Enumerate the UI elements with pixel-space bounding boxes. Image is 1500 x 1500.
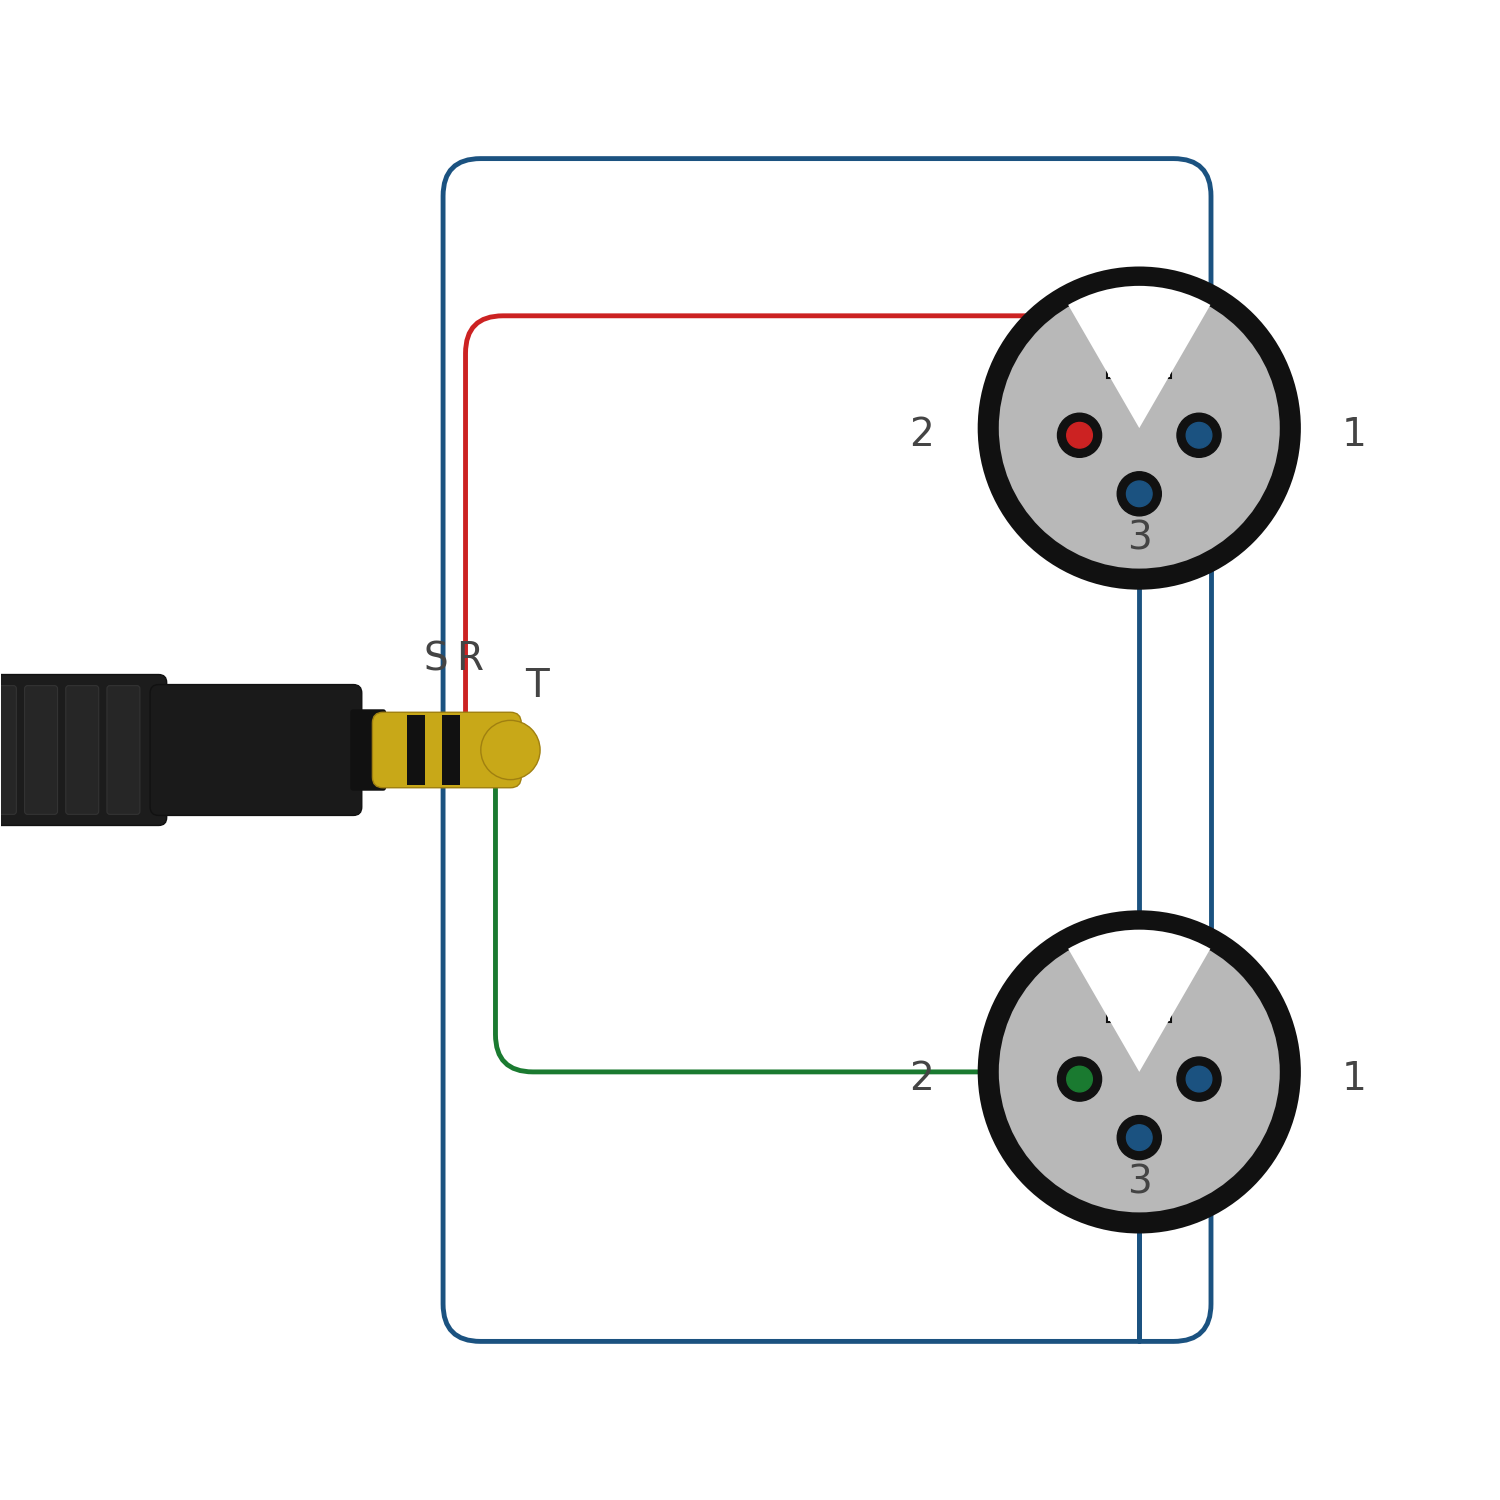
FancyBboxPatch shape (1107, 318, 1172, 378)
FancyBboxPatch shape (0, 686, 16, 814)
Circle shape (1058, 1058, 1101, 1101)
Circle shape (1126, 482, 1152, 507)
Circle shape (998, 930, 1281, 1214)
FancyBboxPatch shape (66, 686, 99, 814)
Text: R: R (456, 640, 483, 678)
Circle shape (1066, 1066, 1092, 1092)
FancyBboxPatch shape (150, 684, 362, 816)
Circle shape (998, 286, 1281, 570)
Wedge shape (1068, 286, 1210, 428)
Text: 1: 1 (1341, 1060, 1366, 1098)
FancyBboxPatch shape (372, 712, 520, 788)
FancyBboxPatch shape (0, 675, 166, 825)
Circle shape (482, 720, 540, 780)
Circle shape (1118, 1116, 1161, 1160)
Circle shape (1178, 1058, 1221, 1101)
Text: 3: 3 (1126, 1162, 1152, 1202)
FancyBboxPatch shape (406, 716, 424, 784)
Circle shape (980, 912, 1299, 1232)
Circle shape (1066, 423, 1092, 448)
FancyBboxPatch shape (441, 716, 459, 784)
Text: T: T (525, 668, 549, 705)
Text: S: S (423, 640, 448, 678)
FancyBboxPatch shape (1107, 963, 1172, 1022)
FancyBboxPatch shape (106, 686, 140, 814)
Circle shape (980, 268, 1299, 588)
Circle shape (1118, 472, 1161, 516)
Wedge shape (1068, 930, 1210, 1072)
Text: 3: 3 (1126, 519, 1152, 558)
Circle shape (1186, 423, 1212, 448)
Text: 2: 2 (909, 1060, 934, 1098)
Circle shape (1178, 413, 1221, 458)
FancyBboxPatch shape (24, 686, 57, 814)
Text: 1: 1 (1341, 417, 1366, 454)
FancyBboxPatch shape (350, 710, 386, 791)
Circle shape (1058, 413, 1101, 458)
Circle shape (1126, 1125, 1152, 1150)
Text: 2: 2 (909, 417, 934, 454)
Circle shape (1186, 1066, 1212, 1092)
